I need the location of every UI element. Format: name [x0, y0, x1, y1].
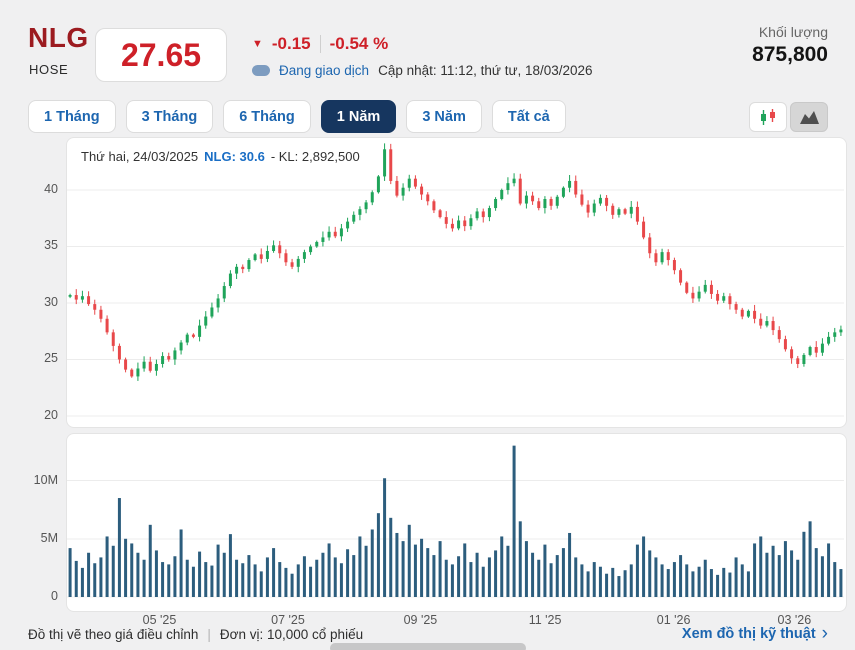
tooltip-price: NLG: 30.6 [204, 149, 265, 164]
price-chart-panel[interactable]: Thứ hai, 24/03/2025 NLG: 30.6 - KL: 2,89… [66, 137, 847, 428]
x-tick-label: 03 '26 [777, 613, 812, 627]
tab-3-thang[interactable]: 3 Tháng [125, 100, 214, 133]
x-tick-label: 01 '26 [656, 613, 691, 627]
footnote-adjusted-price: Đồ thị vẽ theo giá điều chỉnh [28, 627, 199, 642]
tab-1-thang[interactable]: 1 Tháng [28, 100, 116, 133]
chart-type-toggle [749, 102, 828, 132]
volume-chart-svg[interactable] [67, 434, 844, 609]
tooltip-volume: - KL: 2,892,500 [270, 149, 360, 164]
candlestick-icon[interactable] [749, 102, 787, 132]
volume-label: Khối lượng [758, 24, 828, 40]
y-tick-label: 20 [44, 407, 58, 422]
y-tick-label: 5M [40, 530, 58, 545]
chart-footnotes: Đồ thị vẽ theo giá điều chỉnh | Đơn vị: … [28, 627, 363, 642]
price-chart-svg[interactable] [67, 138, 844, 425]
x-tick-label: 05 '25 [142, 613, 177, 627]
footnote-unit: Đơn vị: 10,000 cổ phiếu [219, 627, 364, 642]
time-range-tabs: 1 Tháng 3 Tháng 6 Tháng 1 Năm 3 Năm Tất … [28, 100, 566, 133]
tab-1-nam[interactable]: 1 Năm [320, 100, 397, 133]
trading-status-row: Đang giao dịch Cập nhật: 11:12, thứ tư, … [252, 63, 593, 78]
y-tick-label: 40 [44, 181, 58, 196]
price-change-percent: -0.54 % [329, 34, 389, 53]
volume-bars [68, 445, 843, 597]
down-triangle-icon: ▼ [252, 38, 263, 50]
y-tick-label: 30 [44, 294, 58, 309]
tooltip-date: Thứ hai, 24/03/2025 [81, 149, 199, 164]
ticker-symbol: NLG [28, 22, 89, 53]
exchange-label: HOSE [29, 62, 69, 77]
live-status-icon [252, 65, 270, 76]
y-tick-label: 10M [33, 472, 58, 487]
y-tick-label: 0 [51, 589, 58, 603]
area-chart-icon[interactable] [790, 102, 828, 132]
technical-chart-link[interactable]: Xem đồ thị kỹ thuật › [681, 623, 828, 644]
x-tick-label: 07 '25 [271, 613, 305, 627]
last-updated: Cập nhật: 11:12, thứ tư, 18/03/2026 [378, 63, 593, 78]
current-price: 27.65 [120, 36, 202, 73]
x-tick-label: 09 '25 [403, 613, 438, 627]
trading-status: Đang giao dịch [279, 63, 370, 78]
volume-value: 875,800 [752, 43, 828, 66]
current-price-box: 27.65 [95, 28, 227, 82]
price-change: -0.15 [271, 34, 311, 53]
candles [68, 143, 843, 381]
area-chart-glyph [799, 111, 819, 124]
chart-tooltip: Thứ hai, 24/03/2025 NLG: 30.6 - KL: 2,89… [81, 149, 360, 164]
tab-3-nam[interactable]: 3 Năm [406, 100, 482, 133]
y-tick-label: 35 [44, 238, 58, 253]
footnote-separator: | [207, 627, 211, 642]
y-tick-label: 25 [44, 351, 58, 366]
x-tick-label: 11 '25 [528, 613, 562, 627]
candlestick-glyph [761, 108, 775, 125]
volume-chart-panel[interactable] [66, 433, 847, 612]
tab-6-thang[interactable]: 6 Tháng [223, 100, 311, 133]
price-change-row: ▼ -0.15 -0.54 % [252, 34, 388, 54]
volume-block: Khối lượng 875,800 [752, 24, 828, 67]
chevron-right-icon: › [821, 623, 828, 644]
change-divider [319, 35, 321, 53]
tab-tat-ca[interactable]: Tất cả [491, 100, 566, 133]
scrollbar-thumb[interactable] [330, 643, 526, 650]
technical-chart-link-label: Xem đồ thị kỹ thuật [681, 626, 816, 642]
